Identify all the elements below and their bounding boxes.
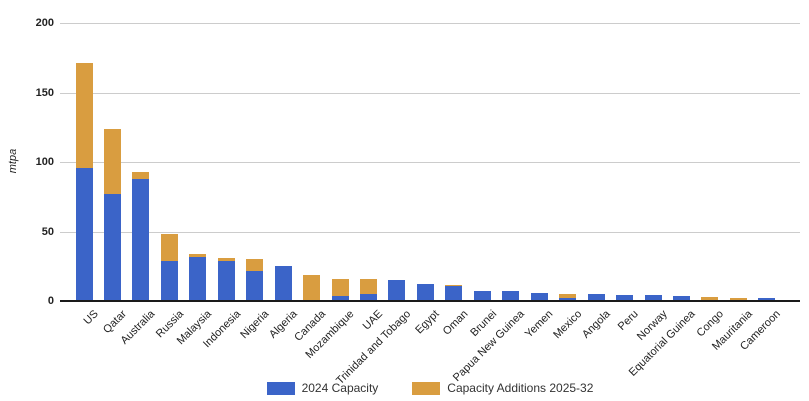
bar-segment-brunei-capacity[interactable] bbox=[473, 291, 491, 301]
x-axis-label-us: US bbox=[81, 308, 101, 328]
gridline-100 bbox=[60, 162, 800, 163]
legend-label-2024-capacity: 2024 Capacity bbox=[301, 381, 379, 395]
legend-label-capacity-additions: Capacity Additions 2025-32 bbox=[447, 381, 594, 395]
x-axis-line bbox=[60, 300, 800, 302]
bar-segment-mexico-capacity[interactable] bbox=[559, 298, 577, 301]
y-tick-label-100: 100 bbox=[35, 156, 54, 168]
x-axis-label-angola: Angola bbox=[579, 308, 613, 341]
gridline-200 bbox=[60, 23, 800, 24]
x-axis-label-uae: UAE bbox=[360, 308, 385, 333]
x-axis-label-oman: Oman bbox=[440, 308, 471, 338]
bar-segment-oman-additions[interactable] bbox=[445, 285, 463, 287]
bar-segment-papua-new-guinea-capacity[interactable] bbox=[502, 291, 520, 301]
bar-segment-congo-additions[interactable] bbox=[701, 296, 719, 301]
gridline-150 bbox=[60, 92, 800, 94]
bar-segment-cameroon-capacity[interactable] bbox=[758, 298, 776, 301]
x-axis-label-nigeria: Nigeria bbox=[238, 308, 272, 342]
plot-area bbox=[60, 23, 800, 302]
bar-segment-algeria-capacity[interactable] bbox=[274, 266, 292, 301]
bar-segment-oman-capacity[interactable] bbox=[445, 286, 463, 301]
y-tick-label-150: 150 bbox=[35, 86, 54, 99]
bar-segment-indonesia-capacity[interactable] bbox=[217, 260, 235, 301]
bar-segment-mauritania-additions[interactable] bbox=[729, 297, 747, 301]
x-axis-label-yemen: Yemen bbox=[523, 308, 556, 341]
bar-segment-indonesia-additions[interactable] bbox=[217, 257, 235, 261]
x-axis-label-peru: Peru bbox=[616, 308, 642, 333]
bar-segment-egypt-capacity[interactable] bbox=[416, 284, 434, 301]
y-tick-label-200: 200 bbox=[35, 17, 54, 29]
bar-segment-qatar-additions[interactable] bbox=[103, 128, 121, 194]
bar-segment-us-capacity[interactable] bbox=[75, 167, 93, 301]
y-axis-ticks: 0 50 100 150 200 bbox=[0, 0, 54, 401]
bar-segment-mexico-additions[interactable] bbox=[559, 293, 577, 299]
y-tick-label-0: 0 bbox=[47, 295, 54, 307]
bar-segment-malaysia-additions[interactable] bbox=[189, 254, 207, 258]
bar-segment-trinidad-and-tobago-capacity[interactable] bbox=[388, 280, 406, 301]
bar-segment-malaysia-capacity[interactable] bbox=[189, 257, 207, 301]
legend-swatch-capacity-additions bbox=[412, 381, 441, 395]
x-axis-labels: US Qatar Australia Russia Malaysia Indonesia N… bbox=[60, 304, 800, 387]
bar-segment-uae-additions[interactable] bbox=[360, 279, 377, 295]
bar-segment-canada-additions[interactable] bbox=[303, 274, 321, 301]
bar-segment-peru-capacity[interactable] bbox=[616, 294, 634, 301]
bar-segment-uae-capacity[interactable] bbox=[360, 294, 377, 301]
bar-segment-nigeria-additions[interactable] bbox=[246, 259, 264, 272]
legend-item-2024-capacity: 2024 Capacity bbox=[266, 381, 379, 395]
bar-segment-russia-capacity[interactable] bbox=[160, 260, 178, 301]
legend-item-capacity-additions: Capacity Additions 2025-32 bbox=[412, 381, 593, 395]
bar-segment-equatorial-guinea-capacity[interactable] bbox=[672, 296, 690, 301]
bar-segment-mozambique-capacity[interactable] bbox=[331, 296, 349, 301]
bar-segment-australia-additions[interactable] bbox=[132, 171, 150, 179]
legend-swatch-2024-capacity bbox=[266, 381, 295, 395]
bar-segment-nigeria-capacity[interactable] bbox=[246, 271, 264, 301]
bar-segment-yemen-capacity[interactable] bbox=[530, 292, 548, 301]
bar-segment-qatar-capacity[interactable] bbox=[103, 193, 121, 301]
bar-segment-angola-capacity[interactable] bbox=[587, 294, 605, 301]
gridline-50 bbox=[60, 231, 800, 233]
bar-segment-us-additions[interactable] bbox=[75, 63, 93, 168]
bar-segment-norway-capacity[interactable] bbox=[644, 295, 662, 301]
bar-segment-mozambique-additions[interactable] bbox=[331, 278, 349, 297]
x-axis-label-egypt: Egypt bbox=[413, 308, 442, 337]
bar-segment-australia-capacity[interactable] bbox=[132, 178, 150, 301]
legend: 2024 Capacity Capacity Additions 2025-32 bbox=[60, 381, 800, 395]
bar-segment-russia-additions[interactable] bbox=[160, 233, 178, 261]
x-axis-label-mexico: Mexico bbox=[551, 308, 585, 342]
y-tick-label-50: 50 bbox=[41, 225, 54, 238]
